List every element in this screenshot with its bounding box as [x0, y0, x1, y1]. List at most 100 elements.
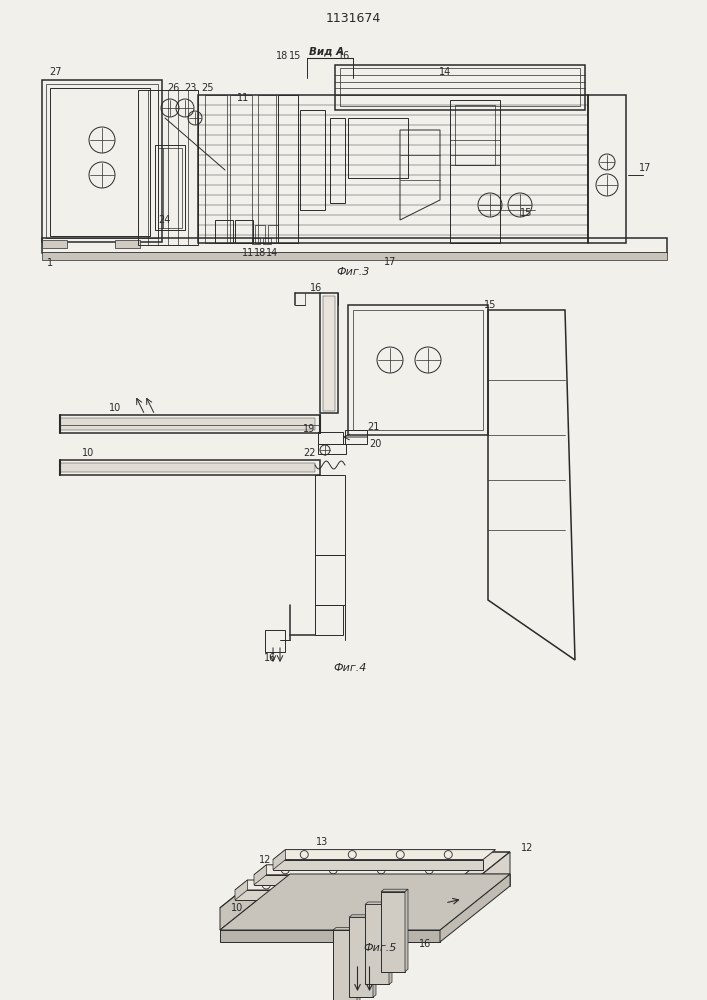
Text: 10: 10 [109, 403, 121, 413]
Bar [320, 293, 338, 413]
Text: 10: 10 [231, 903, 243, 913]
Text: 10: 10 [82, 448, 94, 458]
Polygon shape [365, 902, 392, 904]
Text: 1131674: 1131674 [325, 11, 380, 24]
Bar [278, 95, 298, 243]
Bar [60, 418, 315, 430]
Text: Вид A: Вид A [310, 47, 344, 57]
Text: 19: 19 [303, 424, 315, 434]
Text: Фиг.5: Фиг.5 [363, 943, 397, 953]
Bar [235, 220, 253, 243]
Polygon shape [220, 874, 510, 930]
Text: 23: 23 [184, 83, 196, 93]
Text: 1: 1 [47, 258, 53, 268]
Text: 16: 16 [310, 283, 322, 293]
Bar [315, 475, 345, 555]
Text: 14: 14 [439, 67, 451, 77]
Polygon shape [349, 917, 373, 997]
Polygon shape [440, 852, 510, 930]
Bar [323, 296, 335, 411]
Bar [450, 100, 500, 243]
Text: 15: 15 [484, 300, 496, 310]
Text: 24: 24 [158, 215, 170, 225]
Text: 17: 17 [639, 163, 651, 173]
Polygon shape [254, 865, 267, 885]
Bar [230, 95, 252, 243]
Bar [588, 95, 626, 243]
Bar [198, 95, 588, 243]
Bar [268, 225, 278, 243]
Text: 11: 11 [237, 93, 249, 103]
Bar [115, 240, 140, 248]
Bar [300, 110, 325, 210]
Text: 18: 18 [276, 51, 288, 61]
Text: 26: 26 [167, 83, 179, 93]
Bar [340, 68, 580, 106]
Polygon shape [235, 890, 445, 900]
Polygon shape [273, 850, 496, 860]
Polygon shape [349, 915, 376, 917]
Bar [265, 630, 285, 652]
Polygon shape [220, 852, 510, 908]
Polygon shape [405, 889, 408, 972]
Text: 16: 16 [264, 653, 276, 663]
Text: 12: 12 [521, 843, 534, 853]
Bar [155, 145, 185, 230]
Bar [348, 118, 408, 178]
Polygon shape [290, 874, 510, 886]
Text: 27: 27 [49, 67, 62, 77]
Bar [215, 220, 233, 243]
Bar [255, 225, 265, 243]
Text: 18: 18 [254, 248, 266, 258]
Polygon shape [333, 930, 357, 1000]
Polygon shape [273, 850, 286, 870]
Bar [158, 148, 182, 228]
Text: 15: 15 [520, 208, 532, 218]
Bar [258, 95, 276, 243]
Text: 25: 25 [201, 83, 214, 93]
Text: 12: 12 [259, 855, 271, 865]
Polygon shape [373, 915, 376, 997]
Bar [318, 444, 346, 454]
Bar [252, 238, 260, 244]
Polygon shape [357, 928, 360, 1000]
Bar [348, 305, 488, 435]
Text: 11: 11 [242, 248, 254, 258]
Bar [46, 84, 158, 238]
Bar [263, 238, 271, 244]
Bar [42, 240, 67, 248]
Text: 13: 13 [316, 837, 329, 847]
Text: 14: 14 [266, 248, 278, 258]
Text: 16: 16 [338, 51, 350, 61]
Polygon shape [381, 892, 405, 972]
Bar [205, 95, 227, 243]
Bar [42, 238, 667, 253]
Bar [50, 88, 150, 236]
Bar [345, 430, 367, 444]
Text: 16: 16 [419, 939, 431, 949]
Bar [138, 90, 198, 245]
Polygon shape [440, 874, 510, 942]
Polygon shape [220, 852, 290, 930]
Polygon shape [381, 889, 408, 892]
Polygon shape [220, 930, 440, 942]
Text: 17: 17 [384, 257, 396, 267]
Bar [60, 415, 320, 433]
Polygon shape [254, 865, 477, 875]
Polygon shape [235, 880, 247, 900]
Text: 22: 22 [304, 448, 316, 458]
Bar [42, 252, 667, 260]
Text: Фиг.4: Фиг.4 [333, 663, 367, 673]
Bar [353, 310, 483, 430]
Bar [315, 605, 343, 635]
Bar [318, 432, 343, 444]
Polygon shape [365, 904, 389, 984]
Bar [455, 105, 495, 165]
Polygon shape [389, 902, 392, 984]
Bar [60, 460, 320, 475]
Bar [60, 463, 315, 472]
Polygon shape [273, 860, 483, 870]
Bar [330, 118, 345, 203]
Polygon shape [235, 880, 457, 890]
Text: Фиг.3: Фиг.3 [337, 267, 370, 277]
